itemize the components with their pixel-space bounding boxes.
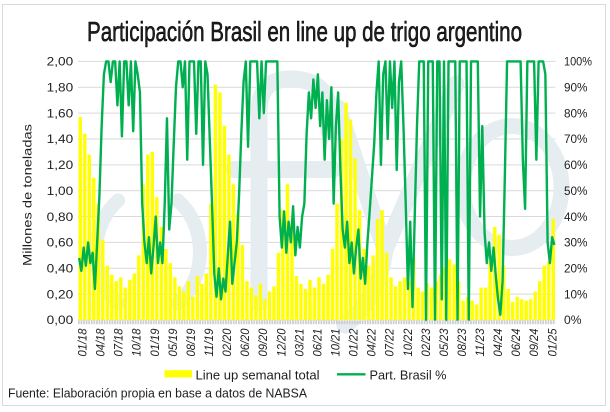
svg-text:08/19: 08/19 <box>184 328 198 356</box>
svg-text:Millones de toneladas: Millones de toneladas <box>21 124 35 266</box>
svg-text:0,20: 0,20 <box>47 287 74 301</box>
svg-text:11/23: 11/23 <box>473 328 487 356</box>
svg-text:1,20: 1,20 <box>47 158 74 172</box>
svg-text:03/21: 03/21 <box>292 329 306 357</box>
svg-text:Part. Brasil %: Part. Brasil % <box>370 369 447 383</box>
svg-text:09/20: 09/20 <box>256 328 270 356</box>
svg-text:0,60: 0,60 <box>47 236 74 250</box>
svg-text:06/21: 06/21 <box>310 329 324 357</box>
svg-text:02/23: 02/23 <box>419 328 433 356</box>
svg-text:02/20: 02/20 <box>220 328 234 356</box>
svg-text:Participación Brasil en line u: Participación Brasil en line up de trigo… <box>87 16 522 47</box>
svg-text:01/19: 01/19 <box>148 328 162 356</box>
svg-text:10%: 10% <box>564 287 588 301</box>
svg-text:01/18: 01/18 <box>76 328 90 356</box>
svg-text:0%: 0% <box>564 313 582 327</box>
svg-text:2,00: 2,00 <box>47 55 74 69</box>
svg-text:60%: 60% <box>564 158 588 172</box>
svg-text:07/18: 07/18 <box>112 328 126 356</box>
svg-text:09/24: 09/24 <box>527 328 541 356</box>
svg-text:05/19: 05/19 <box>166 328 180 356</box>
svg-text:10/18: 10/18 <box>130 328 144 356</box>
svg-text:01/25: 01/25 <box>545 328 559 356</box>
svg-text:40%: 40% <box>564 210 588 224</box>
svg-text:10/21: 10/21 <box>329 329 343 357</box>
svg-text:50%: 50% <box>564 184 588 198</box>
svg-text:0,40: 0,40 <box>47 261 74 275</box>
svg-text:80%: 80% <box>564 106 588 120</box>
svg-text:30%: 30% <box>564 236 588 250</box>
svg-text:04/22: 04/22 <box>365 328 379 356</box>
svg-text:04/18: 04/18 <box>94 328 108 356</box>
svg-text:Fuente: Elaboración propia en: Fuente: Elaboración propia en base a dat… <box>8 386 307 401</box>
svg-text:Line up semanal total: Line up semanal total <box>196 369 320 383</box>
svg-text:04/24: 04/24 <box>491 328 505 356</box>
svg-text:1,40: 1,40 <box>47 132 74 146</box>
svg-text:06/24: 06/24 <box>509 328 523 356</box>
svg-text:06/20: 06/20 <box>238 328 252 356</box>
svg-text:0,80: 0,80 <box>47 210 74 224</box>
svg-text:08/23: 08/23 <box>455 328 469 356</box>
svg-text:100%: 100% <box>564 55 592 69</box>
svg-text:90%: 90% <box>564 80 588 94</box>
svg-text:1,80: 1,80 <box>47 80 74 94</box>
svg-text:20%: 20% <box>564 261 588 275</box>
svg-text:0,00: 0,00 <box>47 313 74 327</box>
svg-text:70%: 70% <box>564 132 588 146</box>
svg-text:05/23: 05/23 <box>437 328 451 356</box>
svg-text:07/22: 07/22 <box>383 328 397 356</box>
svg-text:1,00: 1,00 <box>47 184 74 198</box>
svg-text:10/22: 10/22 <box>401 328 415 356</box>
svg-text:1,60: 1,60 <box>47 106 74 120</box>
svg-text:01/22: 01/22 <box>347 328 361 356</box>
svg-text:12/20: 12/20 <box>274 328 288 356</box>
svg-text:11/19: 11/19 <box>202 328 216 356</box>
